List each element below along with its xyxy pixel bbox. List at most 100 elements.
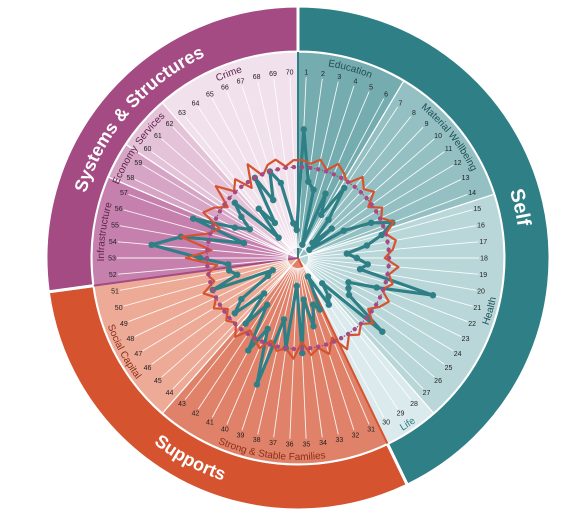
series-3-point <box>227 195 232 201</box>
indicator-label: 48 <box>127 336 135 343</box>
indicator-label: 19 <box>479 272 487 279</box>
grid-spoke <box>128 261 289 323</box>
series-1-point <box>310 186 317 193</box>
indicator-label: 49 <box>120 321 128 328</box>
series-3-point <box>260 339 265 344</box>
series-3-point <box>206 272 211 277</box>
series-1-point <box>300 126 307 133</box>
indicator-label: 41 <box>206 419 214 426</box>
series-3-point <box>252 335 258 341</box>
series-1-point <box>343 250 351 257</box>
series-line-2 <box>179 158 400 360</box>
indicator-label: 17 <box>479 239 487 246</box>
series-1-point <box>299 349 306 357</box>
series-3-point <box>232 190 238 195</box>
grid-spoke <box>119 225 289 257</box>
grid-spoke <box>257 81 297 249</box>
series-1-point <box>379 328 386 335</box>
indicator-label: 61 <box>154 133 162 140</box>
indicator-label: 7 <box>399 100 403 107</box>
series-3-point <box>213 295 219 300</box>
grid-spoke <box>307 258 479 275</box>
indicator-label: 60 <box>144 146 152 153</box>
series-1-point <box>328 225 335 232</box>
indicator-label: 3 <box>337 74 341 81</box>
indicator-label: 47 <box>134 351 142 358</box>
indicator-label: 32 <box>352 432 360 439</box>
series-3-point <box>208 280 213 285</box>
series-1-point <box>196 254 204 262</box>
series-3-point <box>380 287 386 293</box>
grid-spoke <box>197 106 293 250</box>
group-divider <box>93 257 299 287</box>
grid-spoke <box>172 264 292 390</box>
series-1-point <box>322 190 329 197</box>
series-1-point <box>293 226 300 234</box>
series-3-point <box>316 167 321 172</box>
indicator-label: 1 <box>304 70 308 77</box>
grid-spoke <box>307 260 473 307</box>
grid-spoke <box>142 164 290 254</box>
series-3-point <box>222 202 227 207</box>
indicator-label: 40 <box>221 427 229 434</box>
series-1-point <box>309 301 317 308</box>
series-3-point <box>308 345 313 351</box>
series-1-point <box>345 291 353 299</box>
series-3-point <box>385 272 390 277</box>
indicator-label: 27 <box>423 390 431 397</box>
series-3-point <box>239 184 244 190</box>
series-3-point <box>380 223 386 229</box>
series-3-point <box>239 326 244 332</box>
series-1-point <box>378 231 385 239</box>
series-3-point <box>386 247 391 253</box>
series-3-point <box>331 172 336 177</box>
grid-spoke <box>305 151 445 253</box>
subgroup-sector-material-wellbeing <box>296 80 495 260</box>
indicator-label: 65 <box>206 92 214 99</box>
series-1-point <box>275 234 282 241</box>
grid-spoke <box>211 98 294 250</box>
indicator-label: 62 <box>166 121 174 128</box>
grid-spoke <box>119 259 289 291</box>
series-3-point <box>267 169 273 174</box>
series-1-point <box>240 239 248 247</box>
grid-spoke <box>306 261 462 337</box>
series-1-point <box>264 325 271 333</box>
series-1-point <box>325 216 332 223</box>
indicator-label: 46 <box>144 365 152 372</box>
series-1-point <box>341 184 348 192</box>
series-3-point <box>245 331 251 337</box>
indicator-label: 45 <box>154 378 162 385</box>
series-3-point <box>245 179 251 185</box>
series-1-point <box>306 246 313 253</box>
indicator-label: 39 <box>237 432 245 439</box>
series-line-3 <box>206 166 390 350</box>
series-1-point <box>231 199 238 206</box>
indicator-label: 37 <box>269 440 277 447</box>
grid-spoke <box>305 263 445 365</box>
series-1-point <box>325 293 332 300</box>
series-1-point <box>231 224 239 231</box>
series-3-point <box>377 295 383 300</box>
subgroup-sector-social-capital <box>93 257 300 414</box>
series-3-point <box>316 344 321 349</box>
grid-spoke <box>307 261 468 323</box>
series-1-point <box>253 381 261 388</box>
series-1-point <box>189 215 197 222</box>
series-1-point <box>293 282 300 290</box>
series-1-point <box>234 271 241 278</box>
indicator-label: 35 <box>302 441 310 448</box>
grid-spoke <box>300 267 355 431</box>
series-3-point <box>345 179 351 185</box>
series-3-point <box>217 209 223 214</box>
indicator-label: 44 <box>166 390 174 397</box>
series-1-point <box>325 301 333 308</box>
series-3-point <box>377 216 383 221</box>
series-1-point <box>305 178 312 185</box>
indicator-label: 58 <box>127 175 135 182</box>
indicator-label: 34 <box>319 440 327 447</box>
series-3-point <box>364 315 369 321</box>
series-1-point <box>373 284 380 291</box>
indicator-label: 53 <box>108 256 116 263</box>
